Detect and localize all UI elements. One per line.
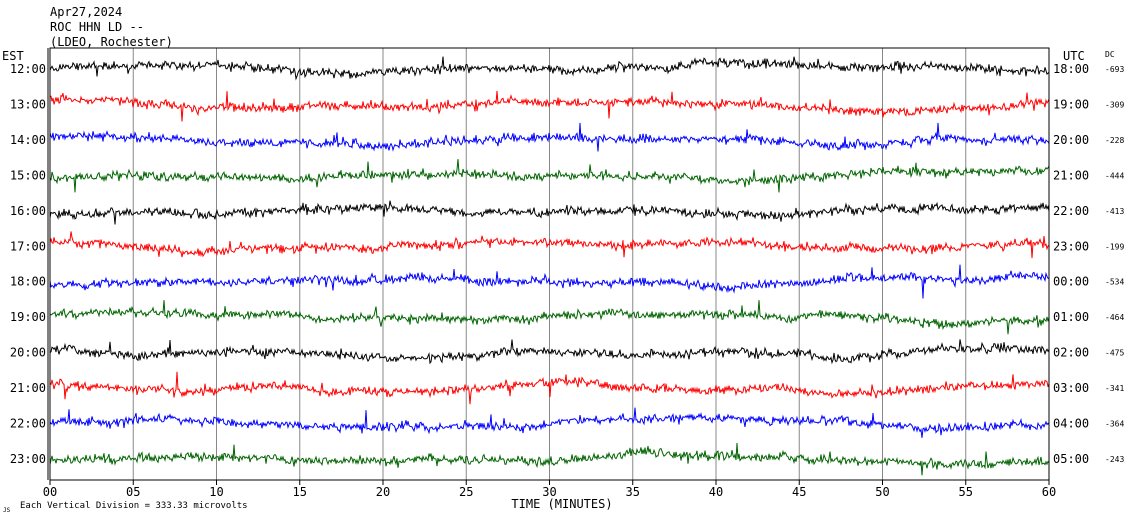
dc-offset-label: -341 <box>1105 384 1124 393</box>
utc-hour-label: 04:00 <box>1053 417 1089 431</box>
est-hour-label: 18:00 <box>10 275 46 289</box>
trace-row-1600 <box>49 200 1050 225</box>
x-tick-label: 10 <box>209 485 223 499</box>
x-tick-label: 15 <box>293 485 307 499</box>
trace-row-1700 <box>49 231 1050 259</box>
utc-hour-label: 22:00 <box>1053 204 1089 218</box>
utc-hour-label: 18:00 <box>1053 62 1089 76</box>
utc-hour-label: 21:00 <box>1053 168 1089 182</box>
est-hour-label: 12:00 <box>10 62 46 76</box>
utc-hour-label: 23:00 <box>1053 239 1089 253</box>
footer-scale-note: Each Vertical Division = 333.33 microvol… <box>20 501 248 511</box>
trace-row-2000 <box>49 339 1050 365</box>
x-tick-label: 00 <box>43 485 57 499</box>
trace-row-2100 <box>49 371 1050 405</box>
x-tick-label: 25 <box>459 485 473 499</box>
utc-hour-label: 20:00 <box>1053 133 1089 147</box>
utc-hour-label: 19:00 <box>1053 97 1089 111</box>
x-tick-label: 55 <box>959 485 973 499</box>
trace-row-1200 <box>49 56 1050 81</box>
x-axis-ticks: 00 05 10 15 20 25 30 35 40 45 50 55 60 <box>43 480 1056 499</box>
x-tick-label: 30 <box>542 485 556 499</box>
x-tick-label: 60 <box>1042 485 1056 499</box>
dc-offset-label: -534 <box>1105 278 1124 287</box>
dc-offset-label: -693 <box>1105 65 1124 74</box>
utc-hour-label: 00:00 <box>1053 275 1089 289</box>
x-tick-label: 50 <box>875 485 889 499</box>
dc-offset-label: -199 <box>1105 242 1124 251</box>
est-hour-label: 22:00 <box>10 417 46 431</box>
left-timezone-label: EST <box>2 49 24 63</box>
dc-offset-label: -444 <box>1105 171 1124 180</box>
dc-offset-label: -475 <box>1105 349 1124 358</box>
x-axis-title: TIME (MINUTES) <box>511 497 612 511</box>
x-tick-label: 05 <box>126 485 140 499</box>
header-station: ROC HHN LD -- <box>50 20 144 34</box>
est-hour-label: 14:00 <box>10 133 46 147</box>
dc-offset-label: -309 <box>1105 100 1124 109</box>
est-hour-label: 15:00 <box>10 168 46 182</box>
header-network: (LDEO, Rochester) <box>50 35 173 49</box>
x-tick-label: 40 <box>709 485 723 499</box>
dc-offset-label: -228 <box>1105 136 1124 145</box>
right-timezone-label: UTC <box>1063 49 1085 63</box>
dc-column-header: DC <box>1105 50 1115 59</box>
est-hour-label: 17:00 <box>10 239 46 253</box>
utc-hour-label: 05:00 <box>1053 452 1089 466</box>
utc-hour-label: 03:00 <box>1053 381 1089 395</box>
utc-hour-label: 02:00 <box>1053 346 1089 360</box>
x-tick-label: 45 <box>792 485 806 499</box>
dc-offset-label: -413 <box>1105 207 1124 216</box>
utc-hour-label: 01:00 <box>1053 310 1089 324</box>
trace-row-2200 <box>49 407 1050 438</box>
x-tick-label: 20 <box>376 485 390 499</box>
trace-row-1800 <box>49 264 1050 299</box>
est-hour-label: 20:00 <box>10 346 46 360</box>
x-tick-label: 35 <box>626 485 640 499</box>
trace-row-1900 <box>49 300 1050 335</box>
corner-mark: JS <box>3 507 11 514</box>
dc-offset-label: -243 <box>1105 455 1124 464</box>
trace-row-2300 <box>49 442 1050 476</box>
trace-row-1500 <box>49 159 1050 193</box>
est-hour-label: 23:00 <box>10 452 46 466</box>
trace-layer <box>49 56 1050 476</box>
header-date: Apr27,2024 <box>50 5 122 19</box>
trace-row-1300 <box>49 90 1050 122</box>
grid-lines <box>132 48 967 480</box>
est-hour-label: 13:00 <box>10 97 46 111</box>
est-hour-label: 16:00 <box>10 204 46 218</box>
dc-offset-label: -464 <box>1105 313 1124 322</box>
trace-row-1400 <box>49 122 1050 152</box>
est-hour-label: 21:00 <box>10 381 46 395</box>
est-hour-label: 19:00 <box>10 310 46 324</box>
row-labels: 12:00 18:00 -693 13:00 19:00 -309 14:00 20:00 -2… <box>10 62 1125 466</box>
dc-offset-label: -364 <box>1105 420 1124 429</box>
